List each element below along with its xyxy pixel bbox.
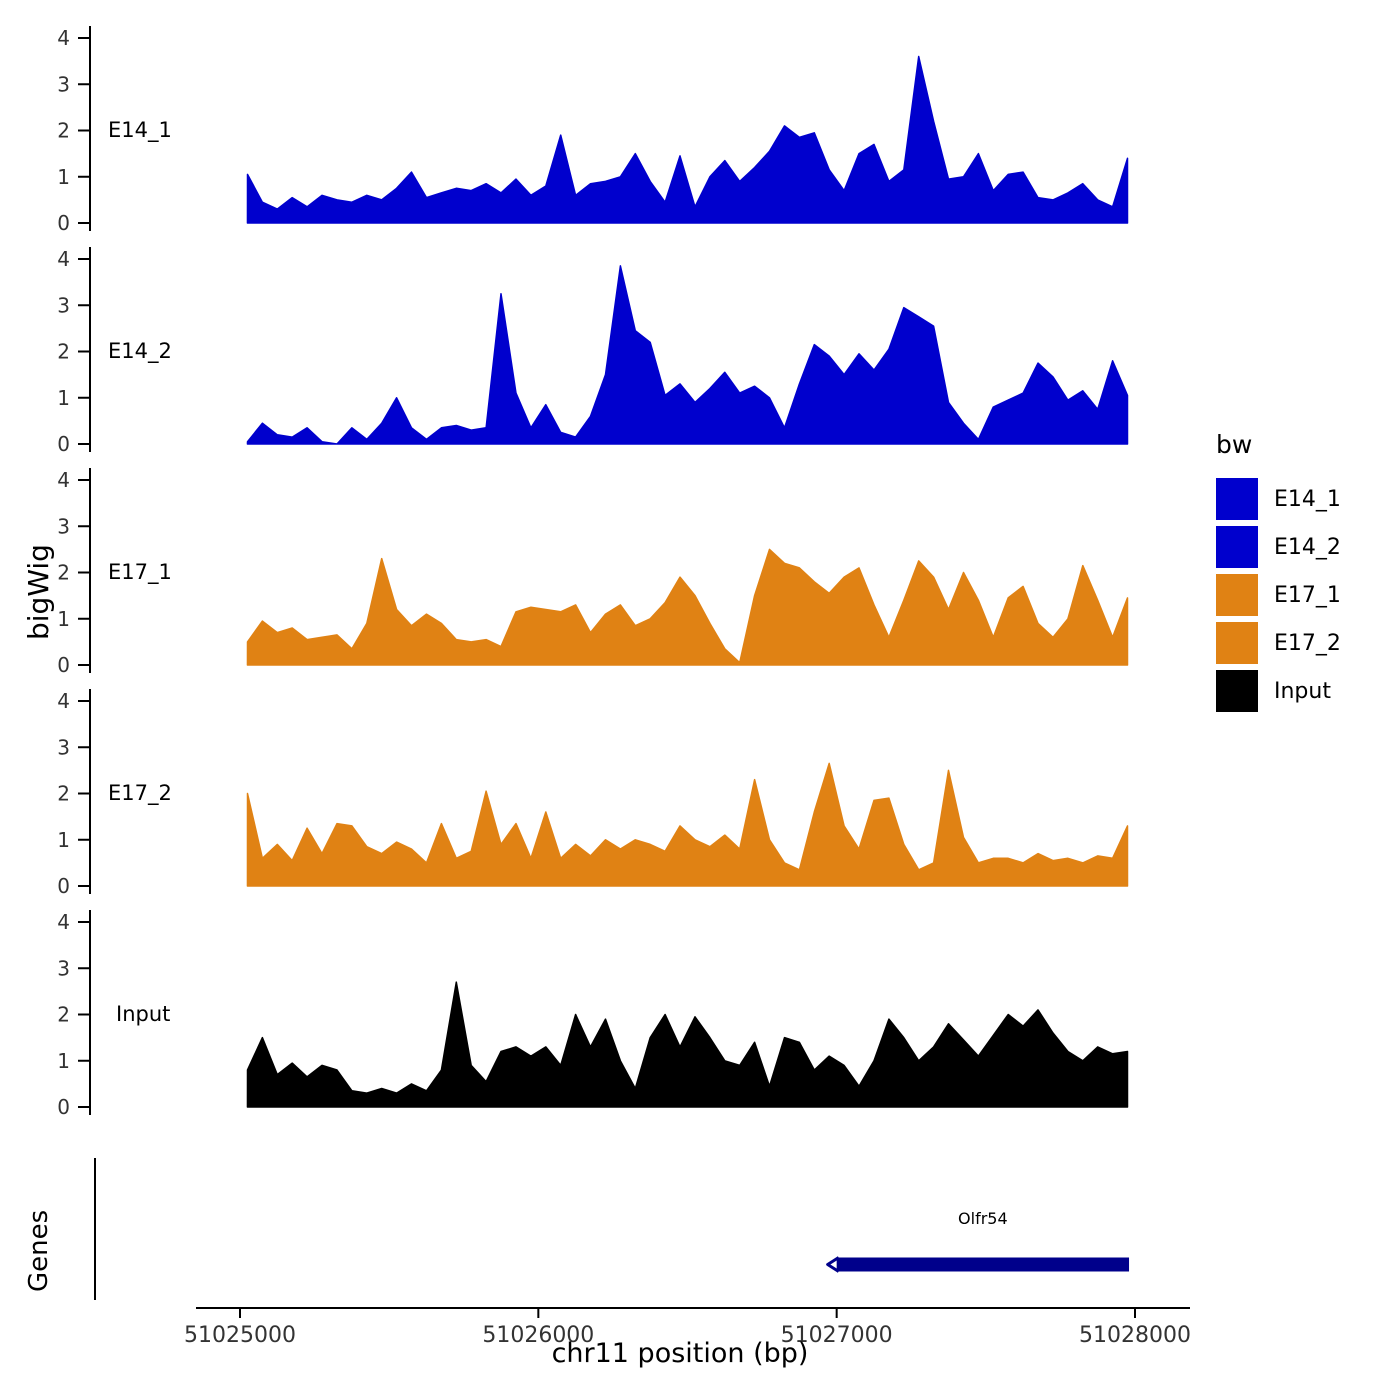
y-tick-label: 4 (57, 247, 70, 271)
coverage-area-e14_2 (246, 265, 1129, 445)
legend: bw E14_1 E14_2 E17_1 E17_2 Input (1216, 430, 1341, 715)
gene-strand-arrow (826, 1256, 840, 1273)
legend-item-label: E17_1 (1274, 582, 1341, 608)
gene-body (836, 1257, 1130, 1272)
track-panel-e14_2: 0 1 2 3 4 (57, 247, 1129, 456)
y-tick-label: 1 (57, 165, 70, 189)
track-label-e14-2: E14_2 (108, 339, 172, 363)
track-label-input: Input (116, 1002, 171, 1026)
legend-swatch-e17_1 (1216, 574, 1258, 616)
y-tick-label: 3 (57, 735, 70, 759)
x-tick-label: 51027000 (781, 1323, 893, 1348)
coverage-area-e17_1 (246, 548, 1129, 666)
legend-swatch-e14_1 (1216, 478, 1258, 520)
legend-item-label: Input (1274, 678, 1331, 704)
legend-item-e14_1: E14_1 (1216, 475, 1341, 523)
legend-item-e14_2: E14_2 (1216, 523, 1341, 571)
y-tick-label: 3 (57, 514, 70, 538)
y-tick-label: 1 (57, 386, 70, 410)
y-tick-label: 3 (57, 293, 70, 317)
track-label-e17-2: E17_2 (108, 781, 172, 805)
y-tick-label: 4 (57, 689, 70, 713)
legend-item-label: E14_2 (1274, 534, 1341, 560)
y-tick-label: 0 (57, 211, 70, 235)
coverage-area-input (246, 981, 1129, 1108)
track-label-e17-1: E17_1 (108, 560, 172, 584)
track-panel-e17_1: 0 1 2 3 4 (57, 468, 1129, 677)
y-tick-label: 2 (57, 561, 70, 585)
legend-item-e17_2: E17_2 (1216, 619, 1341, 667)
legend-item-label: E14_1 (1274, 486, 1341, 512)
legend-item-e17_1: E17_1 (1216, 571, 1341, 619)
x-tick-label: 51025000 (184, 1323, 296, 1348)
y-tick-label: 1 (57, 1049, 70, 1073)
legend-title: bw (1216, 430, 1253, 459)
legend-swatch-input (1216, 670, 1258, 712)
legend-item-input: Input (1216, 667, 1341, 715)
legend-swatch-e14_2 (1216, 526, 1258, 568)
gene-olfr54: Olfr54 (826, 1209, 1130, 1273)
y-tick-label: 1 (57, 607, 70, 631)
coverage-area-e14_1 (246, 55, 1129, 224)
y-tick-label: 3 (57, 956, 70, 980)
x-tick-label: 51028000 (1079, 1323, 1191, 1348)
y-tick-label: 2 (57, 340, 70, 364)
legend-item-label: E17_2 (1274, 630, 1341, 656)
track-panel-e14_1: 0 1 2 3 4 (57, 26, 1129, 235)
y-tick-label: 3 (57, 72, 70, 96)
track-label-e14-1: E14_1 (108, 118, 172, 142)
y-tick-label: 2 (57, 119, 70, 143)
track-panel-e17_2: 0 1 2 3 4 (57, 689, 1129, 898)
gene-name-label: Olfr54 (958, 1209, 1008, 1228)
x-tick-label: 51026000 (482, 1323, 594, 1348)
legend-swatch-e17_2 (1216, 622, 1258, 664)
y-tick-label: 2 (57, 782, 70, 806)
y-tick-label: 0 (57, 432, 70, 456)
y-tick-label: 4 (57, 26, 70, 50)
track-panel-input: 0 1 2 3 4 (57, 910, 1129, 1119)
y-tick-label: 1 (57, 828, 70, 852)
y-tick-label: 2 (57, 1003, 70, 1027)
legend-items: E14_1 E14_2 E17_1 E17_2 Input (1216, 475, 1341, 715)
y-tick-label: 0 (57, 1095, 70, 1119)
y-tick-label: 4 (57, 468, 70, 492)
y-tick-label: 0 (57, 653, 70, 677)
x-axis-title: chr11 position (bp) (551, 1338, 809, 1369)
y-tick-label: 0 (57, 874, 70, 898)
coverage-area-e17_2 (246, 762, 1129, 887)
y-tick-label: 4 (57, 910, 70, 934)
